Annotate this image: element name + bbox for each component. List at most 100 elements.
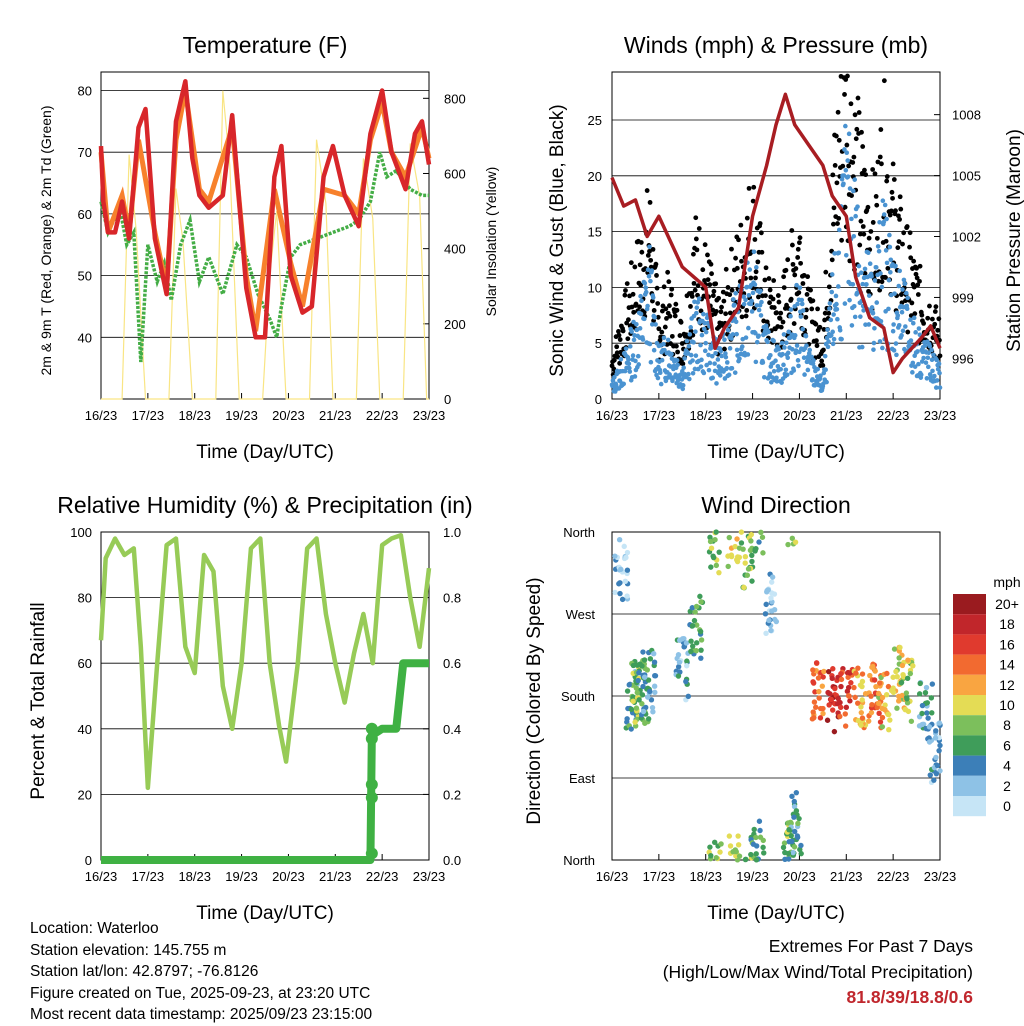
wind-point [903,290,909,296]
y-axis-label: Percent & Total Rainfall [28,602,49,799]
gust-point [757,221,763,226]
direction-point [641,674,648,680]
wind-point [851,188,856,194]
gust-point [870,220,876,225]
direction-point [624,567,631,573]
gust-point [688,304,693,309]
direction-point [826,702,832,708]
gust-point [898,292,904,297]
wind-point [758,313,764,318]
direction-point [907,670,914,677]
x-tick-label: 19/23 [225,869,258,884]
wind-point [710,375,716,381]
panel-3 [98,531,432,864]
direction-point [916,723,923,729]
gust-point [713,308,719,314]
gust-point [716,295,721,301]
wind-point [723,354,729,360]
gust-point [792,272,798,278]
wind-point [729,336,734,341]
gust-point [884,174,890,179]
direction-point [885,683,892,690]
gust-point [908,255,914,261]
gust-point [611,357,617,363]
wind-point [722,337,727,342]
wind-point [646,273,652,279]
direction-point [688,648,694,655]
direction-point [623,554,629,561]
gust-point [849,193,854,198]
gust-point [895,245,901,251]
direction-point [768,579,775,585]
wind-point [880,345,885,351]
direction-point [675,652,682,658]
gust-point [814,338,819,344]
gust-point [781,274,787,280]
wind-point [825,327,830,332]
direction-point [612,553,618,559]
gust-point [644,188,650,193]
direction-point [837,704,844,710]
gust-point [729,246,734,252]
wind-point [674,357,680,363]
gust-point [921,320,926,326]
wind-point [802,372,807,377]
legend-swatch [953,594,986,615]
wind-point [779,380,784,385]
chart-title: Relative Humidity (%) & Precipitation (i… [57,492,472,518]
wind-point [712,368,718,374]
gust-point [836,215,842,221]
wind-point [790,347,795,352]
gust-point [863,172,869,178]
wind-point [780,351,785,357]
wind-point [759,299,764,305]
direction-point [769,574,776,580]
direction-point [689,605,695,611]
wind-point [880,198,886,204]
direction-point [622,578,629,585]
chart-title: Winds (mph) & Pressure (mb) [624,32,928,58]
gust-point [771,278,777,283]
direction-point [896,655,902,661]
precip-line [101,659,429,864]
gust-point [753,269,759,275]
direction-point [612,589,618,596]
wind-point [878,318,884,324]
wind-point [856,263,862,269]
gust-point [868,229,874,234]
gust-point [734,265,740,271]
wind-point [638,293,643,299]
wind-point [788,307,794,312]
wind-point [915,349,920,354]
direction-point [789,535,796,542]
x-tick-label: 19/23 [736,408,769,423]
direction-point [867,672,873,679]
direction-point [837,713,843,720]
wind-point [895,313,901,318]
direction-point [786,826,792,833]
gust-point [833,133,839,139]
gust-point [660,303,666,309]
wind-point [731,297,736,302]
wind-point [833,293,839,299]
direction-point [859,671,866,677]
direction-point [858,704,864,710]
gust-point [614,350,620,356]
direction-point [624,593,630,599]
gust-point [866,235,872,241]
wind-point [854,290,860,296]
direction-point [756,539,762,545]
gust-point [651,308,657,313]
legend-swatch [953,755,986,776]
wind-point [929,347,934,353]
direction-point [727,843,734,849]
timestamp-text: Most recent data timestamp: 2025/09/23 2… [30,1006,373,1023]
direction-point [766,617,772,624]
gust-point [790,242,795,248]
direction-point [652,673,659,679]
direction-point [815,675,822,681]
gust-point [638,240,644,245]
y-tick-label: 40 [78,330,92,345]
gust-point [836,137,842,143]
direction-point [847,698,853,704]
